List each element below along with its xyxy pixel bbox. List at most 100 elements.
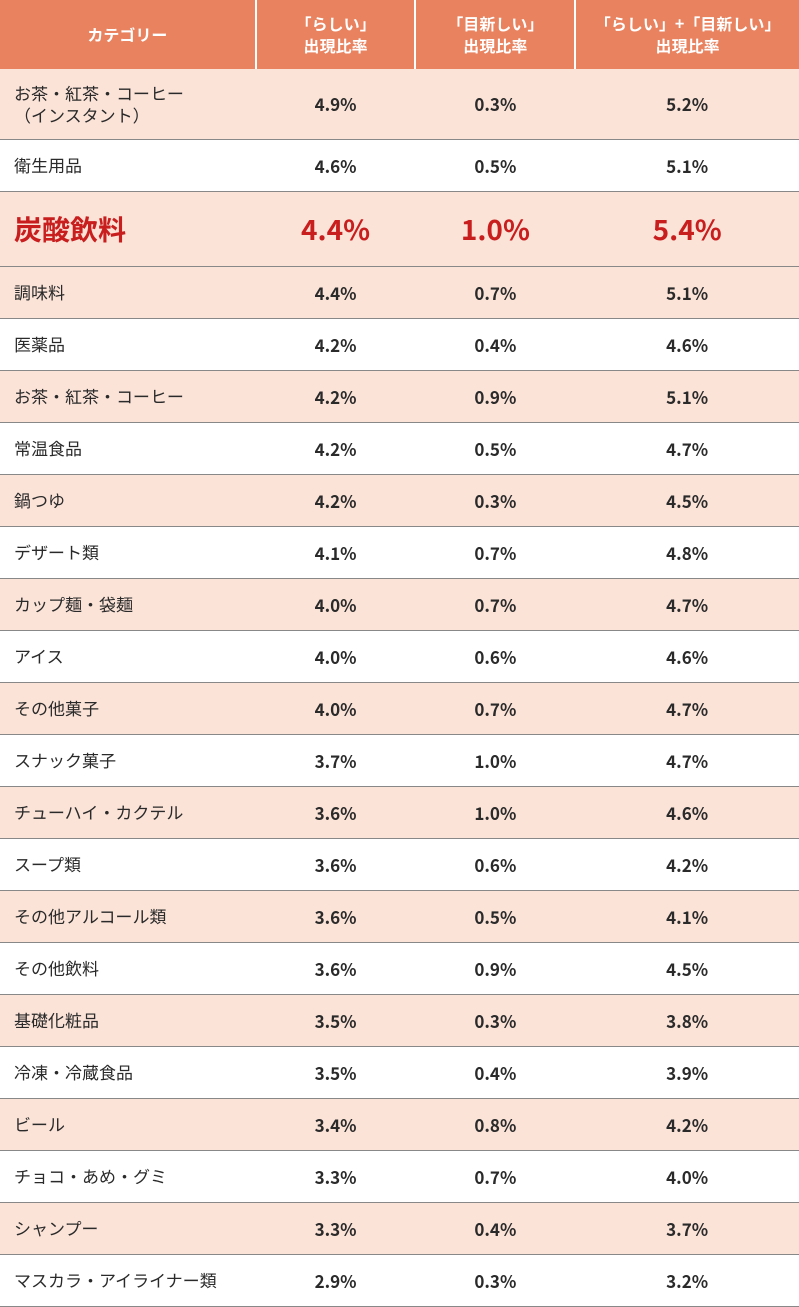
cell-value-3: 3.2% (575, 1254, 799, 1306)
cell-value-1: 3.5% (256, 1046, 416, 1098)
table-row: その他飲料3.6%0.9%4.5% (0, 942, 799, 994)
cell-value-2: 0.5% (415, 890, 575, 942)
cell-value-2: 0.6% (415, 630, 575, 682)
table-row: 衛生用品4.6%0.5%5.1% (0, 139, 799, 191)
cell-category: その他アルコール類 (0, 890, 256, 942)
ratio-table: カテゴリー 「らしい」出現比率 「目新しい」出現比率 「らしい」+「目新しい」出… (0, 0, 799, 1307)
cell-value-1: 3.6% (256, 890, 416, 942)
cell-value-2: 0.7% (415, 682, 575, 734)
cell-value-3: 3.7% (575, 1202, 799, 1254)
cell-value-1: 4.9% (256, 69, 416, 140)
cell-value-3: 5.1% (575, 139, 799, 191)
table-row: その他菓子4.0%0.7%4.7% (0, 682, 799, 734)
cell-value-3: 4.5% (575, 942, 799, 994)
cell-value-1: 3.3% (256, 1150, 416, 1202)
cell-value-1: 3.5% (256, 994, 416, 1046)
cell-value-3: 4.7% (575, 734, 799, 786)
table-row: アイス4.0%0.6%4.6% (0, 630, 799, 682)
table-row: ビール3.4%0.8%4.2% (0, 1098, 799, 1150)
cell-value-1: 4.0% (256, 682, 416, 734)
cell-category: その他菓子 (0, 682, 256, 734)
cell-category: スナック菓子 (0, 734, 256, 786)
cell-value-1: 3.7% (256, 734, 416, 786)
cell-value-2: 0.6% (415, 838, 575, 890)
cell-value-3: 4.2% (575, 838, 799, 890)
cell-value-3: 4.0% (575, 1150, 799, 1202)
cell-value-2: 0.3% (415, 994, 575, 1046)
cell-category: お茶・紅茶・コーヒー (0, 370, 256, 422)
cell-value-3: 5.1% (575, 370, 799, 422)
cell-value-1: 4.1% (256, 526, 416, 578)
cell-category: デザート類 (0, 526, 256, 578)
cell-value-2: 0.3% (415, 474, 575, 526)
cell-value-1: 4.2% (256, 474, 416, 526)
cell-value-1: 4.2% (256, 422, 416, 474)
table-row: デザート類4.1%0.7%4.8% (0, 526, 799, 578)
cell-value-2: 1.0% (415, 786, 575, 838)
cell-value-1: 2.9% (256, 1254, 416, 1306)
cell-value-1: 3.6% (256, 942, 416, 994)
table-row: スープ類3.6%0.6%4.2% (0, 838, 799, 890)
cell-value-2: 0.7% (415, 578, 575, 630)
cell-category: カップ麺・袋麺 (0, 578, 256, 630)
table-row: 鍋つゆ4.2%0.3%4.5% (0, 474, 799, 526)
cell-value-1: 4.4% (256, 191, 416, 266)
cell-category: チョコ・あめ・グミ (0, 1150, 256, 1202)
cell-value-1: 3.6% (256, 786, 416, 838)
cell-value-2: 0.7% (415, 1150, 575, 1202)
table-body: お茶・紅茶・コーヒー（インスタント）4.9%0.3%5.2%衛生用品4.6%0.… (0, 69, 799, 1307)
cell-category: シャンプー (0, 1202, 256, 1254)
table-row: お茶・紅茶・コーヒー（インスタント）4.9%0.3%5.2% (0, 69, 799, 140)
cell-value-3: 4.6% (575, 630, 799, 682)
table-row: マスカラ・アイライナー類2.9%0.3%3.2% (0, 1254, 799, 1306)
table-row: お茶・紅茶・コーヒー4.2%0.9%5.1% (0, 370, 799, 422)
table-row: 冷凍・冷蔵食品3.5%0.4%3.9% (0, 1046, 799, 1098)
cell-category: 炭酸飲料 (0, 191, 256, 266)
table-row: その他アルコール類3.6%0.5%4.1% (0, 890, 799, 942)
cell-value-2: 0.7% (415, 526, 575, 578)
cell-value-3: 4.1% (575, 890, 799, 942)
cell-value-2: 0.3% (415, 69, 575, 140)
cell-category: スープ類 (0, 838, 256, 890)
cell-category: マスカラ・アイライナー類 (0, 1254, 256, 1306)
header-combined: 「らしい」+「目新しい」出現比率 (575, 0, 799, 69)
cell-value-2: 0.8% (415, 1098, 575, 1150)
cell-category: 常温食品 (0, 422, 256, 474)
cell-value-3: 3.9% (575, 1046, 799, 1098)
table-row: 基礎化粧品3.5%0.3%3.8% (0, 994, 799, 1046)
cell-value-3: 4.5% (575, 474, 799, 526)
header-meatarashii: 「目新しい」出現比率 (415, 0, 575, 69)
cell-value-1: 4.0% (256, 578, 416, 630)
table-row: シャンプー3.3%0.4%3.7% (0, 1202, 799, 1254)
cell-value-2: 0.4% (415, 1202, 575, 1254)
cell-value-2: 0.4% (415, 1046, 575, 1098)
table-row: 調味料4.4%0.7%5.1% (0, 266, 799, 318)
cell-category: 衛生用品 (0, 139, 256, 191)
table-row: チューハイ・カクテル3.6%1.0%4.6% (0, 786, 799, 838)
cell-value-2: 0.9% (415, 370, 575, 422)
cell-value-1: 4.0% (256, 630, 416, 682)
cell-value-2: 0.4% (415, 318, 575, 370)
cell-value-2: 1.0% (415, 191, 575, 266)
cell-value-1: 3.6% (256, 838, 416, 890)
cell-value-1: 3.3% (256, 1202, 416, 1254)
cell-category: 冷凍・冷蔵食品 (0, 1046, 256, 1098)
cell-category: 医薬品 (0, 318, 256, 370)
cell-value-3: 5.1% (575, 266, 799, 318)
cell-value-3: 4.2% (575, 1098, 799, 1150)
cell-value-1: 4.6% (256, 139, 416, 191)
cell-value-2: 0.5% (415, 422, 575, 474)
cell-value-3: 4.7% (575, 578, 799, 630)
table-row: 炭酸飲料4.4%1.0%5.4% (0, 191, 799, 266)
cell-value-1: 4.2% (256, 318, 416, 370)
cell-value-1: 4.4% (256, 266, 416, 318)
header-category: カテゴリー (0, 0, 256, 69)
cell-category: ビール (0, 1098, 256, 1150)
cell-category: 鍋つゆ (0, 474, 256, 526)
table-row: チョコ・あめ・グミ3.3%0.7%4.0% (0, 1150, 799, 1202)
cell-value-2: 1.0% (415, 734, 575, 786)
table-row: カップ麺・袋麺4.0%0.7%4.7% (0, 578, 799, 630)
table-row: 常温食品4.2%0.5%4.7% (0, 422, 799, 474)
cell-value-2: 0.7% (415, 266, 575, 318)
cell-value-1: 4.2% (256, 370, 416, 422)
